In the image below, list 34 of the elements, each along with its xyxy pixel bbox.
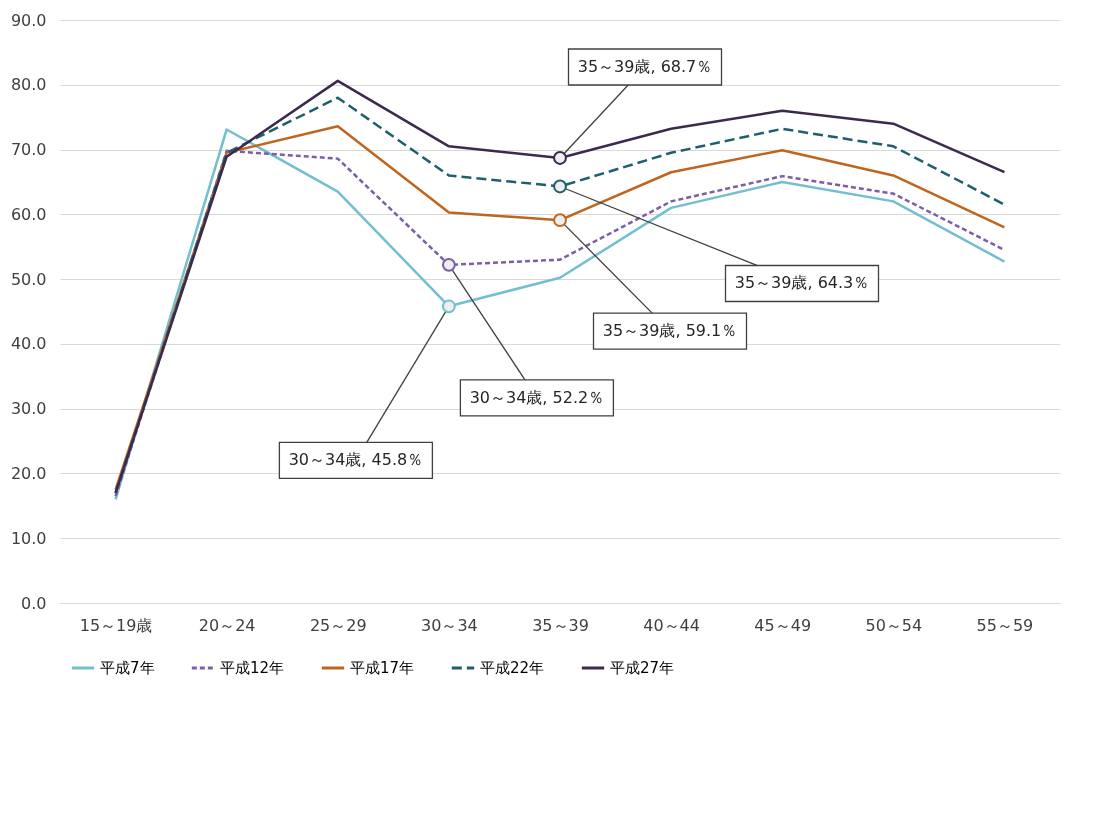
annotation: 30～34歳, 52.2％ — [469, 387, 605, 407]
x-tick-label: 35～39 — [532, 615, 589, 635]
y-tick-label: 0.0 — [21, 593, 47, 613]
annotation: 35～39歳, 64.3％ — [734, 273, 870, 293]
x-tick-label: 40～44 — [643, 615, 700, 635]
legend-label: 平成12年 — [220, 659, 285, 677]
y-tick-label: 20.0 — [10, 463, 47, 483]
y-tick-label: 10.0 — [10, 528, 47, 548]
point — [441, 299, 456, 314]
x-tick-label: 45～49 — [754, 615, 812, 635]
annotation: 30～34歳, 45.8％ — [288, 450, 424, 470]
x-tick-label: 55～59 — [976, 615, 1034, 635]
x-tick-label: 30～34 — [421, 615, 478, 635]
annotation: 35～39歳, 59.1％ — [602, 321, 738, 341]
legend-label: 平成27年 — [610, 659, 675, 677]
x-tick-label: 15～19歳 — [79, 615, 153, 635]
point — [553, 179, 567, 194]
y-tick-label: 40.0 — [10, 334, 47, 354]
point — [553, 213, 567, 228]
y-tick-label: 70.0 — [10, 140, 47, 160]
point — [441, 257, 456, 272]
annotation: 35～39歳, 68.7％ — [577, 56, 713, 76]
legend-label: 平成7年 — [100, 659, 155, 677]
point — [553, 151, 567, 165]
y-tick-label: 60.0 — [10, 204, 47, 224]
legend-label: 平成22年 — [480, 659, 545, 677]
x-tick-label: 25～29 — [309, 615, 367, 635]
y-tick-label: 90.0 — [10, 10, 47, 30]
y-tick-label: 80.0 — [10, 75, 47, 95]
legend-label: 平成17年 — [350, 659, 415, 677]
y-tick-label: 30.0 — [10, 399, 47, 419]
y-tick-label: 50.0 — [10, 269, 47, 289]
x-tick-label: 20～24 — [198, 615, 256, 635]
x-tick-label: 50～54 — [865, 615, 923, 635]
